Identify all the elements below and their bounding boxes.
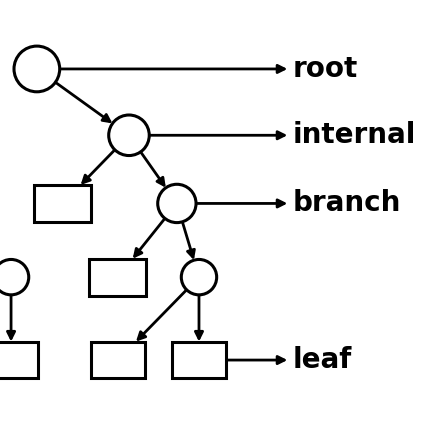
Circle shape (0, 260, 29, 295)
Circle shape (109, 115, 149, 156)
Text: internal: internal (293, 121, 416, 149)
Circle shape (158, 184, 196, 223)
Circle shape (181, 260, 217, 295)
Text: branch: branch (293, 190, 401, 218)
Text: root: root (293, 55, 358, 83)
Bar (34, 185, 91, 222)
Bar (172, 341, 226, 378)
Bar (89, 259, 146, 296)
Bar (91, 341, 145, 378)
Bar (0, 341, 38, 378)
Circle shape (14, 46, 60, 92)
Text: leaf: leaf (293, 346, 352, 374)
